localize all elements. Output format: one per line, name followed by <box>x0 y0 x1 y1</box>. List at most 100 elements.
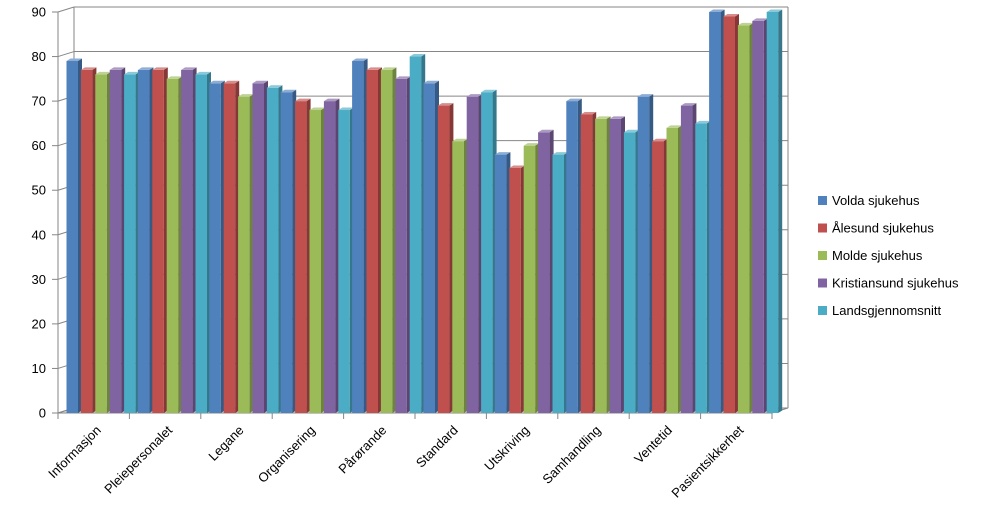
legend-label: Volda sjukehus <box>832 193 920 208</box>
bar-top <box>338 107 354 111</box>
x-tick-label: Pårørande <box>335 423 389 477</box>
bar-top <box>494 152 511 155</box>
bar-top <box>481 89 497 93</box>
bar <box>137 67 154 413</box>
legend-swatch <box>818 196 827 205</box>
bar-front <box>209 83 221 414</box>
bar-top <box>552 152 568 155</box>
bar-top <box>637 94 654 97</box>
bar <box>80 67 97 413</box>
legend-item: Landsgjennomsnitt <box>818 303 942 318</box>
bar-top <box>152 67 168 70</box>
bar-front <box>552 154 564 414</box>
bar <box>252 80 268 414</box>
bar-front <box>509 167 521 413</box>
legend-swatch <box>818 306 827 315</box>
legend-item: Molde sjukehus <box>818 248 923 263</box>
bar-front <box>409 56 422 414</box>
bar <box>409 54 426 414</box>
bar-top <box>209 80 225 84</box>
x-tick-label: Legane <box>205 423 246 464</box>
bar-top <box>423 80 439 84</box>
bar-top <box>723 13 739 17</box>
bar-front <box>380 69 393 413</box>
legend-item: Kristiansund sjukehus <box>818 276 959 291</box>
bar-front <box>437 105 450 414</box>
bar <box>352 58 368 414</box>
bar-top <box>652 138 668 142</box>
bar-top <box>295 98 311 102</box>
y-tick-label: 80 <box>32 49 46 64</box>
bar <box>580 111 597 413</box>
bar-side <box>778 9 783 413</box>
bar <box>423 80 439 414</box>
bar-front <box>723 16 735 413</box>
bar <box>709 9 725 413</box>
bar-front <box>95 74 107 413</box>
bar-front <box>238 96 250 414</box>
bar <box>452 138 468 413</box>
bar <box>723 13 739 413</box>
bar-top <box>380 67 397 70</box>
bar-front <box>395 78 407 413</box>
bar-layer <box>66 9 783 414</box>
bar-front <box>466 96 479 414</box>
bar-front <box>195 74 207 413</box>
bar-top <box>409 54 426 57</box>
bar-front <box>566 101 578 413</box>
bar-top <box>623 129 640 133</box>
bar <box>238 94 254 414</box>
bar-top <box>580 111 597 115</box>
bar-front <box>752 20 764 414</box>
bar-front <box>609 118 621 413</box>
bar-front <box>338 110 350 414</box>
bar-front <box>366 69 378 413</box>
bar <box>437 103 454 414</box>
bar-top <box>238 94 254 97</box>
y-tick-label: 70 <box>32 94 46 109</box>
gridline-side <box>57 6 75 13</box>
bar-front <box>494 154 507 414</box>
bar-top <box>666 125 682 128</box>
bar-front <box>352 61 364 414</box>
bar-front <box>423 83 435 414</box>
bar <box>752 18 768 414</box>
bar-front <box>166 78 179 413</box>
x-tick-label: Pasientsikkerhet <box>668 422 746 500</box>
bar-top <box>466 94 483 97</box>
bar-top <box>538 129 554 133</box>
bar-top <box>766 9 783 12</box>
bar <box>209 80 225 414</box>
bar-top <box>595 116 611 119</box>
bar <box>195 71 211 413</box>
bar-top <box>195 71 211 75</box>
bar-front <box>666 127 678 413</box>
bar <box>152 67 168 413</box>
x-tick-label: Standard <box>413 423 461 471</box>
bar-top <box>395 76 411 79</box>
bar <box>481 89 497 413</box>
bar-front <box>80 69 93 413</box>
bar-top <box>137 67 154 70</box>
bar-front <box>137 69 150 413</box>
bar <box>338 107 354 414</box>
bar-front <box>181 69 193 413</box>
bar-front <box>623 132 636 414</box>
bar-front <box>680 105 693 414</box>
bar-front <box>295 101 307 413</box>
legend-swatch <box>818 251 827 260</box>
legend-label: Ålesund sjukehus <box>832 221 934 236</box>
bar <box>509 165 525 413</box>
bar-top <box>737 22 754 26</box>
bar-front <box>695 123 707 413</box>
bar-top <box>252 80 268 84</box>
bar <box>695 120 711 413</box>
bar <box>666 125 682 413</box>
bar-front <box>595 118 607 413</box>
bar <box>680 103 697 414</box>
bar <box>552 152 568 414</box>
bar-front <box>152 69 164 413</box>
bar-top <box>366 67 382 70</box>
